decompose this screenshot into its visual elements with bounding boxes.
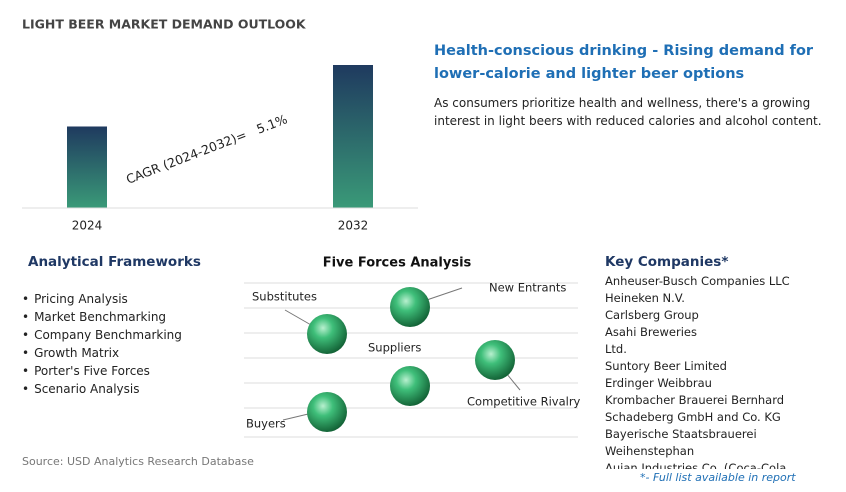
companies-title: Key Companies*: [605, 254, 729, 270]
x-tick-label: 2032: [338, 219, 369, 233]
force-label: Suppliers: [368, 341, 421, 355]
framework-item: Company Benchmarking: [22, 326, 182, 344]
five-forces: Five Forces Analysis Subst: [244, 256, 581, 438]
company-item: Erdinger Weibbrau: [605, 376, 712, 390]
force-label: New Entrants: [489, 281, 566, 295]
framework-item: Porter's Five Forces: [22, 362, 182, 380]
frameworks-list: Pricing AnalysisMarket BenchmarkingCompa…: [22, 290, 182, 398]
company-item: Schadeberg GmbH and Co. KG: [605, 410, 781, 424]
company-item: Bayerische Staatsbrauerei: [605, 427, 757, 441]
page-title: LIGHT BEER MARKET DEMAND OUTLOOK: [22, 17, 307, 32]
x-tick-label: 2024: [72, 219, 103, 233]
bar: [333, 65, 373, 208]
cagr-annotation: CAGR (2024-2032)= 5.1%: [124, 111, 290, 186]
company-item: Asahi Breweries: [605, 325, 697, 339]
bar-chart: 2024 2032 CAGR (2024-2032)= 5.1%: [22, 65, 418, 233]
framework-item: Pricing Analysis: [22, 290, 182, 308]
framework-item: Scenario Analysis: [22, 380, 182, 398]
highlight-text: As consumers prioritize health and welln…: [434, 96, 822, 128]
footnote: *- Full list available in report: [640, 471, 796, 484]
company-item: Ltd.: [605, 342, 627, 356]
frameworks-title: Analytical Frameworks: [28, 254, 201, 270]
force-label: Competitive Rivalry: [467, 395, 581, 409]
company-item: Carlsberg Group: [605, 308, 699, 322]
framework-item: Growth Matrix: [22, 344, 182, 362]
company-item: Heineken N.V.: [605, 291, 685, 305]
company-item: Suntory Beer Limited: [605, 359, 727, 373]
company-item: Anheuser-Busch Companies LLC: [605, 274, 790, 288]
highlight-title: Health-conscious drinking - Rising deman…: [434, 43, 814, 82]
company-item: Krombacher Brauerei Bernhard: [605, 393, 785, 407]
forces-title: Five Forces Analysis: [323, 256, 472, 271]
source: Source: USD Analytics Research Database: [22, 455, 254, 468]
force-label: Substitutes: [252, 290, 317, 304]
force-label: Buyers: [246, 417, 286, 431]
company-item: Aujan Industries Co. (Coca-Cola: [605, 461, 787, 469]
bar: [67, 126, 107, 208]
companies-list: Anheuser-Busch Companies LLC Heineken N.V…: [605, 273, 835, 469]
spheres: [307, 287, 515, 432]
company-item: Weihenstephan: [605, 444, 695, 458]
framework-item: Market Benchmarking: [22, 308, 182, 326]
